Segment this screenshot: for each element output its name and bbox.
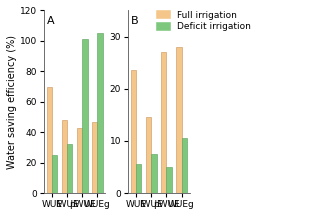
Bar [131, 70, 136, 193]
Bar [52, 155, 57, 193]
Bar [151, 154, 157, 193]
Y-axis label: Water saving efficiency (%): Water saving efficiency (%) [7, 35, 17, 169]
Text: B: B [131, 16, 139, 26]
Bar [67, 145, 72, 193]
Bar [77, 128, 82, 193]
Bar [182, 138, 187, 193]
Legend: Full irrigation, Deficit irrigation: Full irrigation, Deficit irrigation [153, 7, 254, 35]
Text: A: A [47, 16, 55, 26]
Bar [166, 167, 172, 193]
Bar [161, 52, 166, 193]
Bar [176, 47, 182, 193]
Bar [82, 39, 88, 193]
Bar [62, 120, 67, 193]
Bar [92, 122, 97, 193]
Bar [97, 33, 103, 193]
Bar [47, 87, 52, 193]
Bar [146, 118, 151, 193]
Bar [136, 164, 141, 193]
